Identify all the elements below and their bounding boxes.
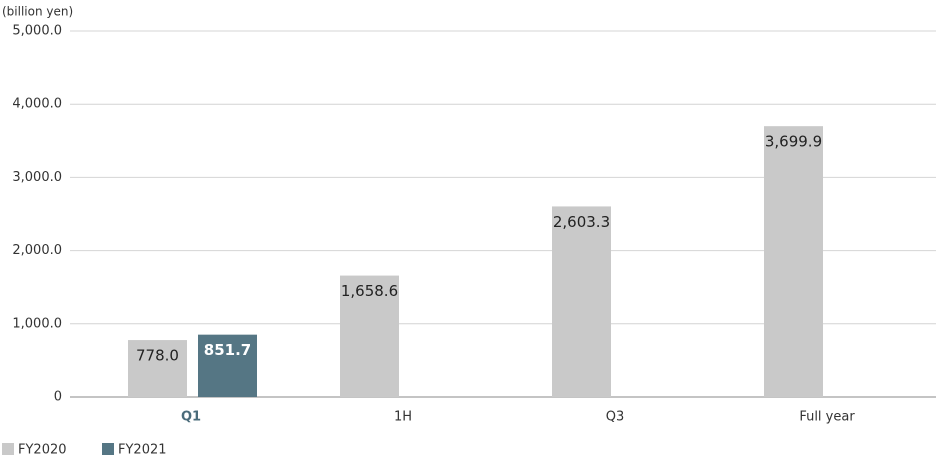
bar xyxy=(552,206,611,397)
x-tick-label: 1H xyxy=(394,410,412,425)
y-tick-label: 2,000.0 xyxy=(12,243,62,258)
y-axis-label: (billion yen) xyxy=(2,5,73,19)
value-label: 1,658.6 xyxy=(341,282,398,300)
y-tick-label: 5,000.0 xyxy=(12,24,62,39)
bar xyxy=(198,334,257,397)
x-tick-label: Q3 xyxy=(606,410,625,425)
x-tick-label: Q1 xyxy=(181,410,201,425)
legend-swatch xyxy=(102,443,114,455)
y-tick-label: 1,000.0 xyxy=(12,316,62,331)
bar xyxy=(764,126,823,397)
y-tick-label: 4,000.0 xyxy=(12,97,62,112)
legend-swatch xyxy=(2,443,14,455)
y-tick-label: 0 xyxy=(54,390,62,405)
legend-label: FY2021 xyxy=(118,443,167,456)
value-label: 851.7 xyxy=(204,341,251,359)
bar xyxy=(128,340,187,397)
value-label: 3,699.9 xyxy=(765,133,822,151)
bar xyxy=(340,275,399,397)
value-label: 2,603.3 xyxy=(553,213,610,231)
legend-label: FY2020 xyxy=(18,443,67,456)
value-label: 778.0 xyxy=(136,347,179,365)
x-tick-label: Full year xyxy=(799,410,855,425)
y-tick-label: 3,000.0 xyxy=(12,170,62,185)
